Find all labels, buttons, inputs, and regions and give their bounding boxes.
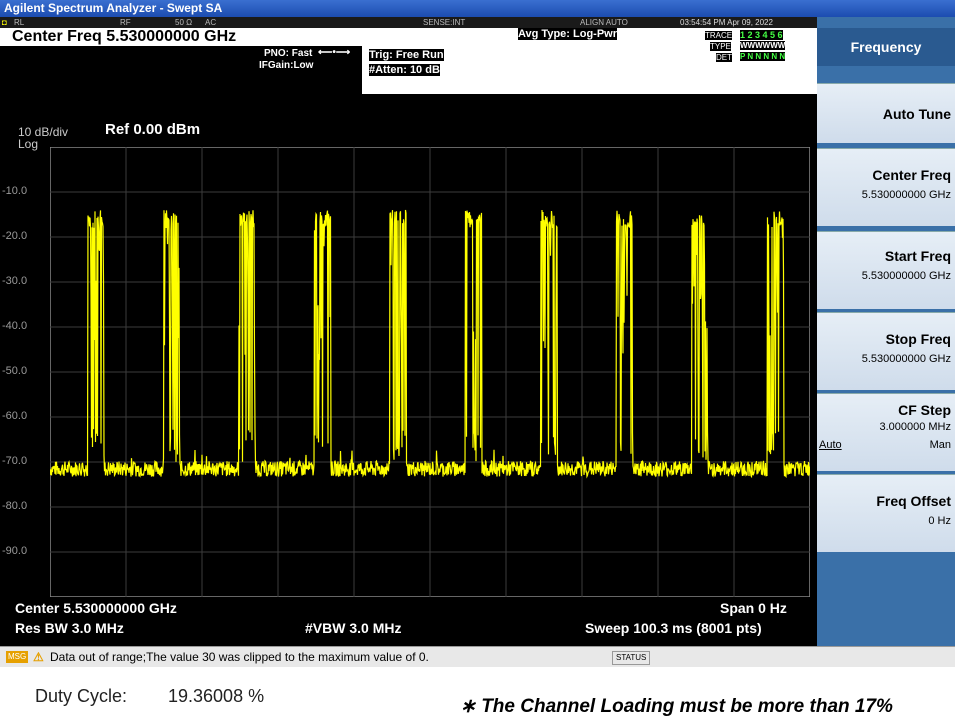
message-bar: MSG ⚠ Data out of range;The value 30 was…: [0, 646, 955, 667]
start-freq-label: Start Freq: [884, 248, 951, 264]
y-tick-label: -80.0: [2, 500, 28, 512]
det-value: P N N N N N: [740, 52, 786, 61]
cf-step-button[interactable]: CF Step 3.000000 MHz Auto Man: [817, 393, 955, 471]
duty-cycle-label: Duty Cycle:: [35, 686, 128, 706]
center-freq-button[interactable]: Center Freq 5.530000000 GHz: [817, 148, 955, 226]
duty-cycle-value: 19.36008 %: [168, 686, 265, 706]
ref-level: Ref 0.00 dBm: [105, 121, 201, 138]
auto-tune-label: Auto Tune: [882, 106, 951, 122]
span-readout: Span 0 Hz: [720, 600, 787, 616]
start-freq-button[interactable]: Start Freq 5.530000000 GHz: [817, 231, 955, 309]
y-tick-label: -10.0: [2, 185, 28, 197]
det-label: DET: [716, 53, 732, 62]
freq-offset-value: 0 Hz: [928, 515, 951, 527]
type-label: TYPE: [710, 42, 731, 51]
y-tick-label: -70.0: [2, 455, 28, 467]
center-freq-label: Center Freq: [872, 167, 951, 183]
stop-freq-label: Stop Freq: [885, 331, 951, 347]
avg-type-label: Avg Type: Log-Pwr: [518, 28, 617, 40]
auto-tune-button[interactable]: Auto Tune: [817, 83, 955, 143]
res-bw-readout: Res BW 3.0 MHz: [15, 620, 124, 636]
cf-step-label: CF Step: [898, 402, 951, 418]
y-tick-label: -30.0: [2, 275, 28, 287]
cf-step-man-option[interactable]: Man: [929, 439, 951, 451]
y-tick-label: -60.0: [2, 410, 28, 422]
datetime-label: 03:54:54 PM Apr 09, 2022: [680, 18, 773, 27]
vbw-readout: #VBW 3.0 MHz: [305, 620, 402, 636]
scale-label: 10 dB/div: [18, 125, 69, 139]
status-row: ◘ RL RF 50 Ω AC SENSE:INT ALIGN AUTO 03:…: [0, 17, 817, 28]
type-value: WWWWWW: [740, 41, 786, 50]
pno-arrow-icon: ⟵•⟶: [318, 47, 351, 58]
trace-value: 1 2 3 4 5 6: [740, 30, 783, 40]
impedance-label: 50 Ω: [175, 18, 193, 27]
rl-icon: ◘: [2, 18, 7, 27]
y-tick-label: -50.0: [2, 365, 28, 377]
atten-label: #Atten: 10 dB: [369, 64, 440, 76]
msg-tag: MSG: [6, 651, 29, 663]
message-text: Data out of range;The value 30 was clipp…: [50, 650, 429, 664]
cf-step-value: 3.000000 MHz: [879, 421, 951, 433]
stop-freq-button[interactable]: Stop Freq 5.530000000 GHz: [817, 312, 955, 390]
plot-area: [0, 94, 817, 646]
freq-offset-button[interactable]: Freq Offset 0 Hz: [817, 474, 955, 552]
cf-step-auto-option[interactable]: Auto: [819, 439, 842, 451]
freq-offset-label: Freq Offset: [876, 493, 951, 509]
sense-label: SENSE:INT: [423, 18, 466, 27]
y-tick-label: -40.0: [2, 320, 28, 332]
trace-label: TRACE: [705, 31, 733, 40]
y-tick-label: -20.0: [2, 230, 28, 242]
spectrum-plot: [50, 147, 810, 597]
rf-label: RF: [120, 18, 131, 27]
channel-loading-note: ∗ The Channel Loading must be more than …: [460, 696, 893, 717]
log-label: Log: [18, 137, 39, 151]
window-title: Agilent Spectrum Analyzer - Swept SA: [0, 0, 955, 17]
y-tick-label: -90.0: [2, 545, 28, 557]
start-freq-value: 5.530000000 GHz: [861, 270, 951, 282]
stop-freq-value: 5.530000000 GHz: [861, 353, 951, 365]
warning-icon: ⚠: [33, 650, 44, 664]
status-label: STATUS: [612, 651, 651, 665]
pno-label: PNO: Fast: [264, 48, 313, 59]
softkey-menu-title: Frequency: [817, 28, 955, 66]
trig-label: Trig: Free Run: [369, 49, 444, 61]
center-freq-value: 5.530000000 GHz: [861, 189, 951, 201]
rl-label: RL: [14, 18, 25, 27]
sweep-readout: Sweep 100.3 ms (8001 pts): [585, 620, 762, 636]
ifgain-label: IFGain:Low: [259, 60, 314, 71]
center-readout: Center 5.530000000 GHz: [15, 600, 177, 616]
center-freq-readout: Center Freq 5.530000000 GHz: [0, 28, 362, 46]
align-label: ALIGN AUTO: [580, 18, 628, 27]
coupling-label: AC: [205, 18, 217, 27]
